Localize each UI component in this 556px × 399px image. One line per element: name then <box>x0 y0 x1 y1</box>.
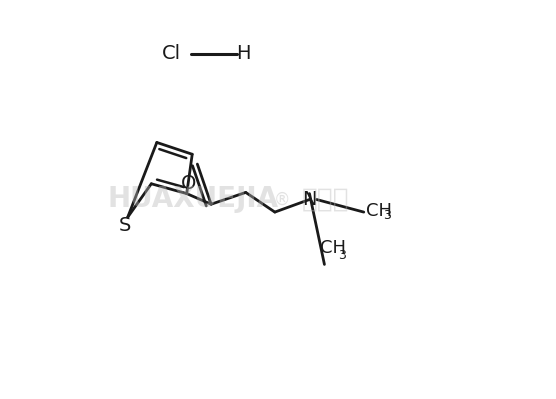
Text: HUAXUEJIA: HUAXUEJIA <box>108 186 279 213</box>
Text: H: H <box>236 44 251 63</box>
Text: 化学加: 化学加 <box>301 186 349 213</box>
Text: O: O <box>181 174 196 193</box>
Text: CH: CH <box>320 239 346 257</box>
Text: S: S <box>118 215 131 235</box>
Text: 3: 3 <box>338 249 346 262</box>
Text: 3: 3 <box>384 209 391 222</box>
Text: ®: ® <box>274 190 290 209</box>
Text: Cl: Cl <box>162 44 181 63</box>
Text: N: N <box>302 190 317 209</box>
Text: CH: CH <box>366 201 392 219</box>
